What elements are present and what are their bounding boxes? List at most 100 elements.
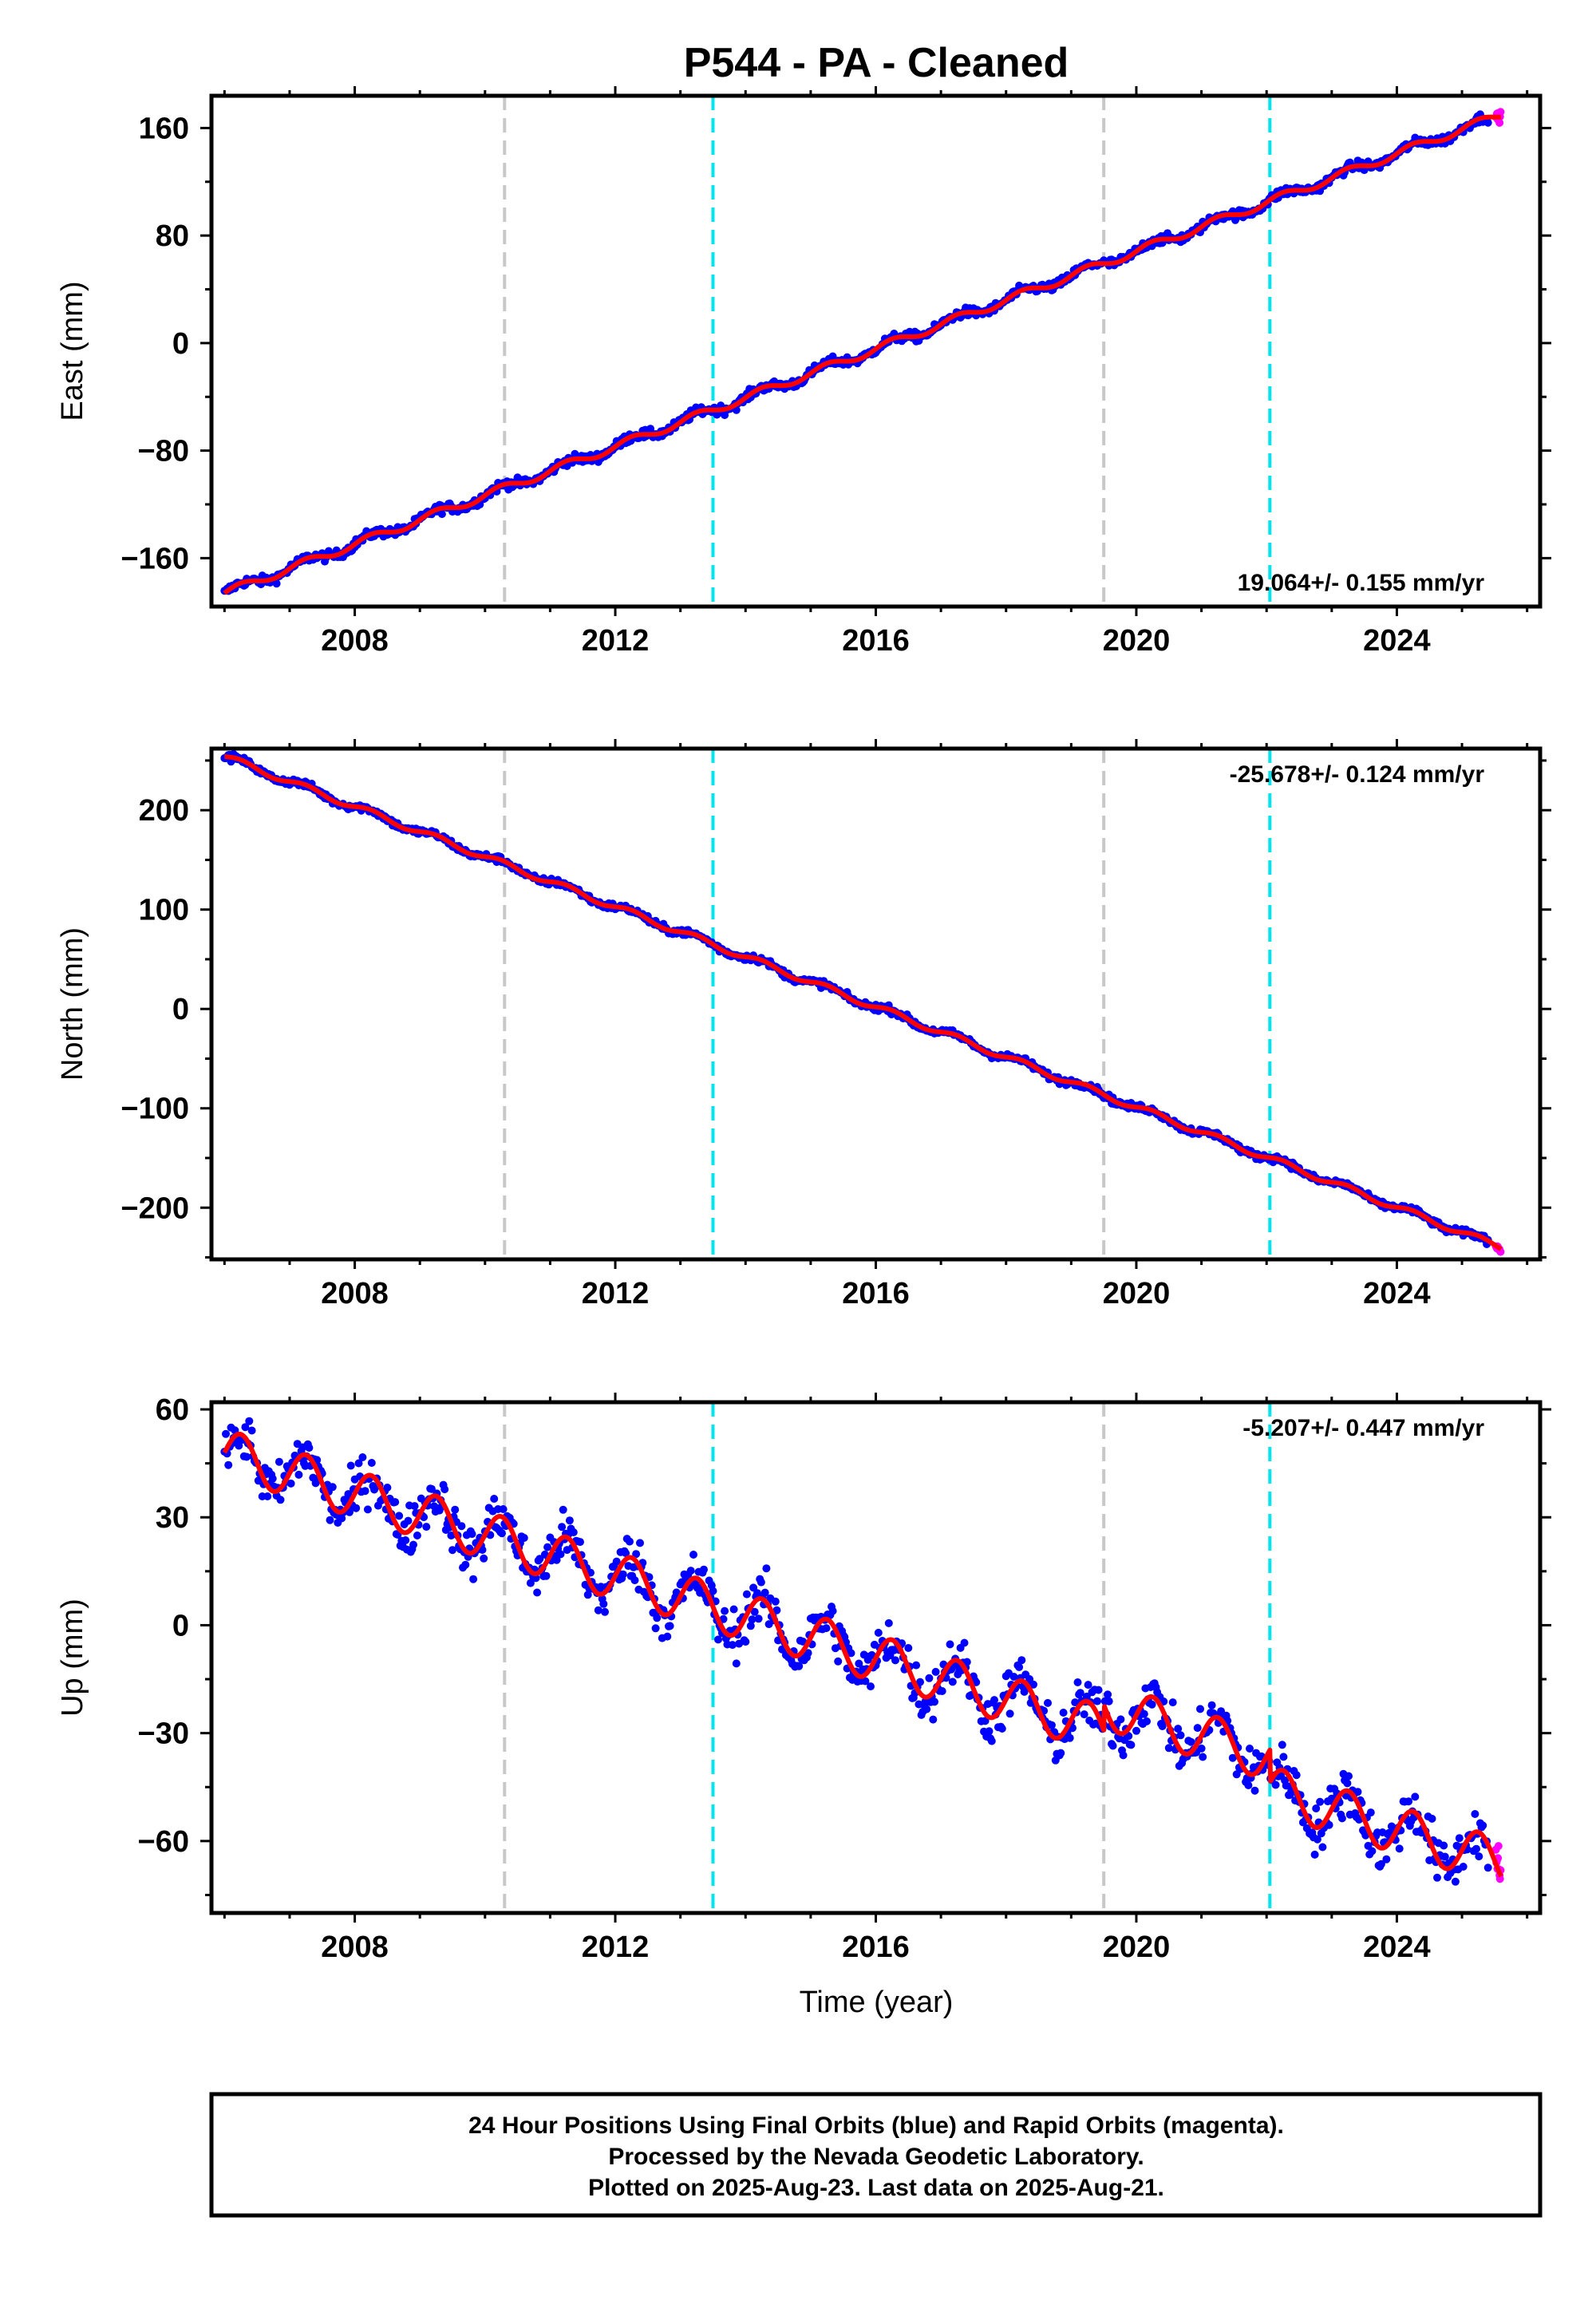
final-orbit-point	[1080, 1710, 1088, 1719]
final-orbit-point	[363, 1505, 372, 1514]
final-orbit-point	[874, 1628, 883, 1637]
footer-line-2: Processed by the Nevada Geodetic Laborat…	[608, 2144, 1144, 2170]
final-orbit-point	[383, 1484, 392, 1492]
final-orbit-point	[884, 1618, 893, 1627]
final-orbit-point	[1250, 1786, 1259, 1795]
final-orbit-point	[1433, 1873, 1441, 1882]
final-orbit-point	[569, 1528, 578, 1536]
x-tick-label: 2008	[321, 1931, 389, 1964]
final-orbit-point	[757, 1578, 765, 1587]
y-tick-label: 80	[156, 219, 189, 253]
final-orbit-point	[576, 1538, 584, 1547]
final-orbit-point	[1094, 1686, 1103, 1694]
final-orbit-point	[729, 1605, 738, 1614]
final-orbit-point	[268, 1474, 277, 1483]
final-orbit-point	[440, 1485, 449, 1494]
final-orbit-point	[1451, 1877, 1460, 1886]
final-orbit-point	[636, 1539, 644, 1547]
footer-line-1: 24 Hour Positions Using Final Orbits (bl…	[468, 2112, 1284, 2139]
final-orbit-point	[468, 1530, 476, 1539]
final-orbit-point	[1059, 1709, 1068, 1717]
final-orbit-point	[867, 1682, 875, 1691]
x-tick-label: 2020	[1103, 624, 1171, 658]
final-orbit-point	[1193, 1724, 1202, 1733]
final-orbit-point	[367, 1459, 376, 1467]
final-orbit-point	[1271, 1780, 1280, 1789]
model-fit-line	[223, 114, 1503, 595]
final-orbit-point	[1382, 1855, 1391, 1863]
x-tick-label: 2016	[842, 624, 910, 658]
x-tick-label: 2020	[1103, 1931, 1171, 1964]
final-orbit-point	[275, 1457, 283, 1466]
final-orbit-point	[626, 1537, 634, 1546]
final-orbit-point	[1316, 1797, 1325, 1806]
final-orbit-point	[1104, 1690, 1112, 1699]
final-orbit-point	[653, 1614, 662, 1622]
final-orbit-point	[1459, 1863, 1468, 1871]
x-tick-label: 2024	[1363, 1277, 1431, 1310]
final-orbit-point	[559, 1505, 567, 1514]
final-orbit-point	[1475, 1852, 1483, 1861]
final-orbit-point	[721, 1607, 729, 1615]
final-orbit-point	[1044, 1698, 1052, 1707]
x-tick-label: 2012	[582, 1277, 650, 1310]
plot-area	[220, 749, 1505, 1259]
final-orbit-point	[469, 1575, 478, 1583]
footer-box: 24 Hour Positions Using Final Orbits (bl…	[209, 2092, 1543, 2218]
final-orbit-point	[352, 1504, 361, 1512]
final-orbit-point	[1483, 1863, 1492, 1872]
final-orbit-point	[1368, 1847, 1377, 1856]
y-axis-label: North (mm)	[56, 927, 89, 1081]
final-orbit-point	[222, 1429, 230, 1438]
final-orbit-point	[391, 1498, 400, 1507]
x-tick-label: 2024	[1363, 1931, 1431, 1964]
final-orbit-point	[689, 1551, 697, 1559]
final-orbit-point	[754, 1614, 763, 1623]
plot-area	[220, 96, 1505, 607]
final-orbit-point	[410, 1502, 419, 1511]
final-orbit-point	[413, 1531, 421, 1539]
series-final-orbits	[220, 1402, 1492, 1886]
final-orbit-point	[834, 1657, 843, 1666]
final-orbit-point	[925, 1674, 934, 1682]
final-orbit-point	[930, 1697, 938, 1706]
final-orbit-point	[263, 1492, 272, 1500]
final-orbit-point	[1207, 1701, 1216, 1709]
rapid-orbit-point	[1495, 118, 1504, 127]
final-orbit-point	[1005, 1709, 1014, 1718]
panel-east: 2008 2012 2016 2020 2024 −160 −80 0 80 160 East (m…	[56, 86, 1551, 658]
plot-area	[220, 1402, 1505, 1913]
final-orbit-point	[948, 1678, 957, 1686]
rapid-orbit-point	[1494, 1842, 1503, 1851]
y-tick-label: −80	[138, 435, 189, 468]
y-axis-label: Up (mm)	[56, 1599, 89, 1717]
final-orbit-point	[437, 510, 446, 519]
final-orbit-point	[1395, 1844, 1404, 1853]
x-tick-label: 2024	[1363, 624, 1431, 658]
final-orbit-point	[1127, 1741, 1136, 1749]
final-orbit-point	[666, 1622, 674, 1630]
final-orbit-point	[1278, 1741, 1286, 1749]
final-orbit-point	[601, 1607, 609, 1616]
final-orbit-point	[1292, 1771, 1301, 1780]
final-orbit-point	[1015, 1663, 1024, 1671]
final-orbit-point	[1244, 1781, 1253, 1789]
final-orbit-point	[1345, 1772, 1353, 1780]
series-final-orbits	[220, 110, 1492, 595]
y-tick-label: −100	[120, 1093, 189, 1126]
final-orbit-point	[1119, 1751, 1128, 1760]
final-orbit-point	[599, 1599, 608, 1608]
x-tick-label: 2012	[582, 1931, 650, 1964]
y-tick-label: 30	[156, 1501, 189, 1535]
final-orbit-point	[401, 1536, 410, 1544]
final-orbit-point	[946, 1640, 954, 1649]
panel-north: 2008 2012 2016 2020 2024 −200 −100 0 100 200 North…	[56, 739, 1551, 1310]
final-orbit-point	[461, 1560, 470, 1569]
final-orbit-point	[1472, 1844, 1480, 1853]
final-orbit-point	[346, 1461, 355, 1470]
final-orbit-point	[931, 1667, 940, 1676]
y-tick-label: 200	[139, 794, 189, 828]
panels-group: 2008 2012 2016 2020 2024 −160 −80 0 80 160 East (m…	[56, 86, 1551, 1964]
x-tick-label: 2008	[321, 1277, 389, 1310]
final-orbit-point	[1310, 1850, 1319, 1859]
